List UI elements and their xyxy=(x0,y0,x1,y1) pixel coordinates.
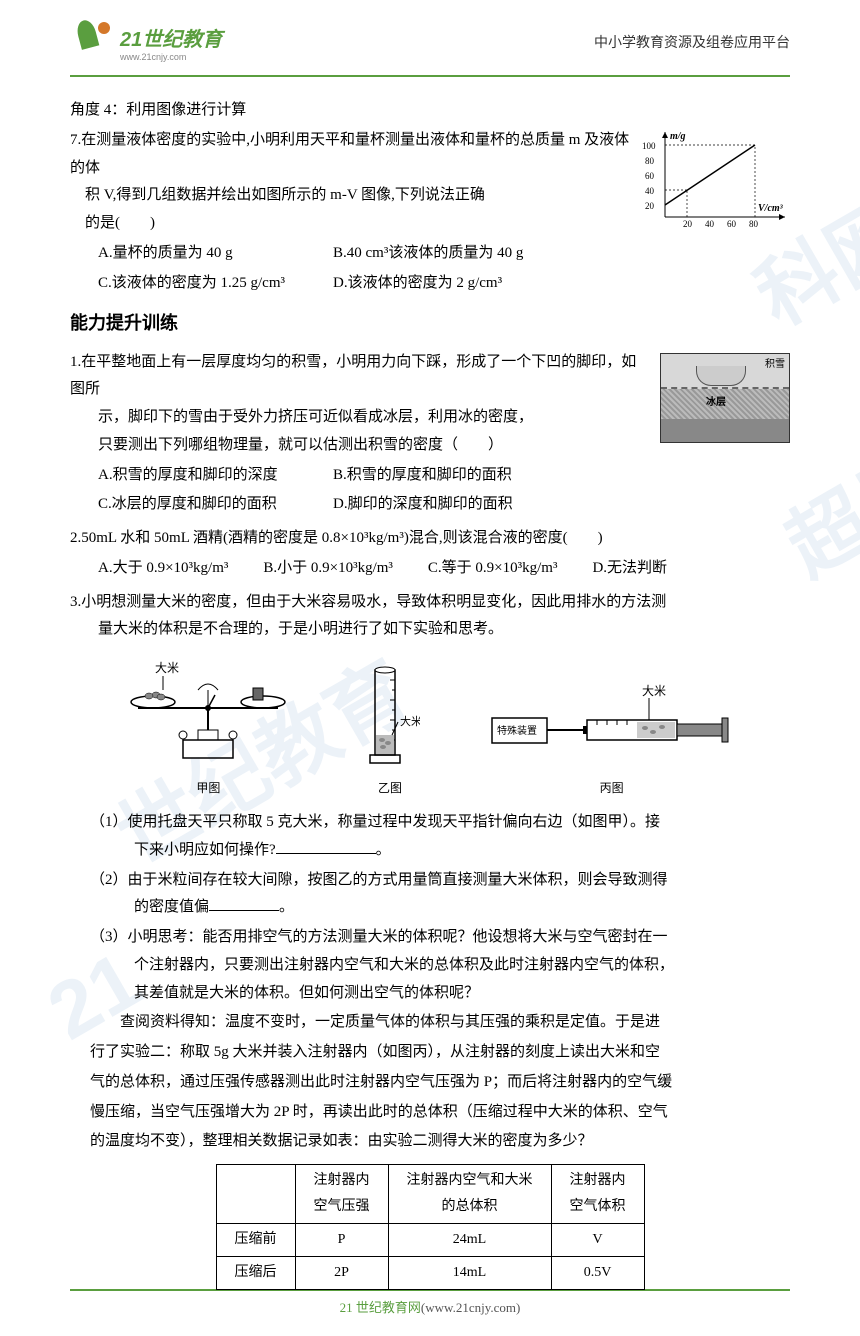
q3-para1: 查阅资料得知：温度不变时，一定质量气体的体积与其压强的乘积是定值。于是进 xyxy=(90,1009,790,1037)
svg-text:V/cm³: V/cm³ xyxy=(758,203,784,214)
svg-text:40: 40 xyxy=(645,186,655,196)
q1-opt-b: B.积雪的厚度和脚印的面积 xyxy=(333,462,512,490)
q2-opt-a: A.大于 0.9×10³kg/m³ xyxy=(98,555,228,583)
table-row: 压缩后 2P 14mL 0.5V xyxy=(216,1256,644,1289)
q3-sub1-line1: （1）使用托盘天平只称取 5 克大米，称量过程中发现天平指针偏向右边（如图甲）。… xyxy=(90,809,790,837)
logo-text: 21世纪教育 xyxy=(120,23,222,52)
diagram-balance: 大米 xyxy=(123,660,293,799)
diagram-syringe: 大米 特殊装置 xyxy=(487,680,737,799)
q7-chart: 20 40 60 80 100 20 40 60 80 m/g V/cm³ xyxy=(640,127,790,232)
blank-1[interactable] xyxy=(276,853,376,854)
q2-stem: 2.50mL 水和 50mL 酒精(酒精的密度是 0.8×10³kg/m³)混合… xyxy=(70,525,790,553)
table-row: 压缩前 P 24mL V xyxy=(216,1223,644,1256)
svg-text:大米: 大米 xyxy=(400,714,420,728)
svg-text:大米: 大米 xyxy=(642,684,666,698)
q2-opt-b: B.小于 0.9×10³kg/m³ xyxy=(263,555,393,583)
svg-text:20: 20 xyxy=(645,201,655,211)
caption-1: 甲图 xyxy=(123,777,293,799)
question-3: 3.小明想测量大米的密度，但由于大米容易吸水，导致体积明显变化，因此用排水的方法… xyxy=(70,589,790,1290)
q3-para5: 的温度均不变），整理相关数据记录如表：由实验二测得大米的密度为多少？ xyxy=(90,1128,790,1156)
svg-text:80: 80 xyxy=(645,156,655,166)
question-1: 积雪 冰层 1.在平整地面上有一层厚度均匀的积雪，小明用力向下踩，形成了一个下凹… xyxy=(70,349,790,520)
q3-sub3-line3: 其差值就是大米的体积。但如何测出空气的体积呢？ xyxy=(134,980,790,1008)
svg-text:80: 80 xyxy=(749,219,759,229)
diagram-cylinder: 大米 乙图 xyxy=(360,660,420,799)
q7-opt-d: D.该液体的密度为 2 g/cm³ xyxy=(333,270,502,298)
q3-para3: 气的总体积，通过压强传感器测出此时注射器内空气压强为 P；而后将注射器内的空气缓 xyxy=(90,1069,790,1097)
header-subtitle: 中小学教育资源及组卷应用平台 xyxy=(594,32,790,52)
q1-opt-c: C.冰层的厚度和脚印的面积 xyxy=(98,491,333,519)
q1-diagram: 积雪 冰层 xyxy=(660,353,790,443)
question-2: 2.50mL 水和 50mL 酒精(酒精的密度是 0.8×10³kg/m³)混合… xyxy=(70,525,790,583)
blank-2[interactable] xyxy=(209,910,279,911)
question-7: 20 40 60 80 100 20 40 60 80 m/g V/cm³ 7.… xyxy=(70,127,790,298)
q2-opt-d: D.无法判断 xyxy=(592,555,667,583)
svg-text:20: 20 xyxy=(683,219,693,229)
q3-sub2-line1: （2）由于米粒间存在较大间隙，按图乙的方式用量筒直接测量大米体积，则会导致测得 xyxy=(90,867,790,895)
q1-opt-d: D.脚印的深度和脚印的面积 xyxy=(333,491,513,519)
section-title: 能力提升训练 xyxy=(70,307,790,340)
logo-area: 21世纪教育 www.21cnjy.com xyxy=(70,20,222,65)
svg-text:40: 40 xyxy=(705,219,715,229)
caption-2: 乙图 xyxy=(360,777,420,799)
angle-title: 角度 4：利用图像进行计算 xyxy=(70,97,790,125)
header-underline xyxy=(70,75,790,77)
content-area: 角度 4：利用图像进行计算 20 40 60 80 100 20 40 60 8… xyxy=(0,97,860,1336)
q3-para2: 行了实验二：称取 5g 大米并装入注射器内（如图丙），从注射器的刻度上读出大米和… xyxy=(90,1039,790,1067)
page-header: 21世纪教育 www.21cnjy.com 中小学教育资源及组卷应用平台 xyxy=(0,0,860,75)
q3-para4: 慢压缩，当空气压强增大为 2P 时，再读出此时的总体积（压缩过程中大米的体积、空… xyxy=(90,1099,790,1127)
q7-opt-a: A.量杯的质量为 40 g xyxy=(98,240,333,268)
svg-text:100: 100 xyxy=(642,141,656,151)
q3-sub2-line2: 的密度值偏。 xyxy=(134,894,790,922)
logo-url: www.21cnjy.com xyxy=(120,52,222,62)
q3-stem-line1: 3.小明想测量大米的密度，但由于大米容易吸水，导致体积明显变化，因此用排水的方法… xyxy=(70,589,790,617)
q3-sub3-line2: 个注射器内，只要测出注射器内空气和大米的总体积及此时注射器内空气的体积， xyxy=(134,952,790,980)
svg-text:60: 60 xyxy=(727,219,737,229)
svg-text:m/g: m/g xyxy=(670,131,686,142)
q1-opt-a: A.积雪的厚度和脚印的深度 xyxy=(98,462,333,490)
q2-opt-c: C.等于 0.9×10³kg/m³ xyxy=(428,555,558,583)
svg-text:特殊装置: 特殊装置 xyxy=(497,724,537,737)
ice-label: 冰层 xyxy=(706,394,726,413)
logo-icon xyxy=(70,20,120,65)
q3-sub3-line1: （3）小明思考：能否用排空气的方法测量大米的体积呢？他设想将大米与空气密封在一 xyxy=(90,924,790,952)
q3-data-table: 注射器内空气压强 注射器内空气和大米的总体积 注射器内空气体积 压缩前 P 24… xyxy=(216,1164,645,1290)
q3-sub1-line2: 下来小明应如何操作?。 xyxy=(134,837,790,865)
svg-text:60: 60 xyxy=(645,171,655,181)
q3-stem-line2: 量大米的体积是不合理的，于是小明进行了如下实验和思考。 xyxy=(98,616,790,644)
caption-3: 丙图 xyxy=(487,777,737,799)
snow-label: 积雪 xyxy=(765,356,785,375)
q7-opt-b: B.40 cm³该液体的质量为 40 g xyxy=(333,240,523,268)
q7-opt-c: C.该液体的密度为 1.25 g/cm³ xyxy=(98,270,333,298)
svg-text:大米: 大米 xyxy=(155,661,179,675)
q3-diagrams: 大米 xyxy=(90,659,770,799)
